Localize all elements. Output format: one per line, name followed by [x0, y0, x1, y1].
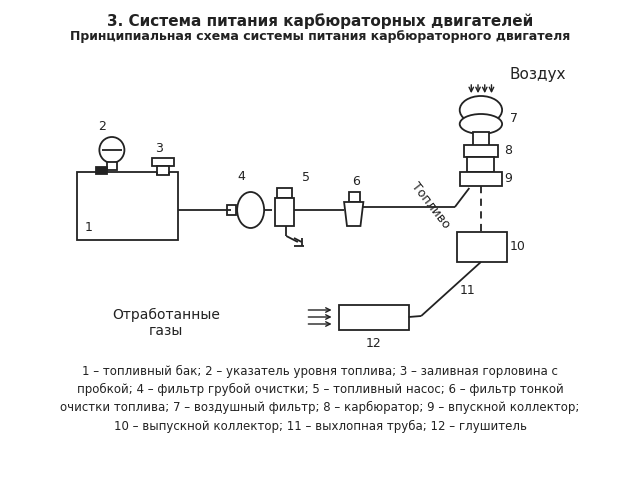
- Bar: [339, 305, 408, 330]
- Bar: [473, 132, 488, 146]
- Bar: [107, 162, 116, 170]
- Bar: [457, 232, 507, 262]
- Ellipse shape: [237, 192, 264, 228]
- Text: Отработанные
газы: Отработанные газы: [112, 308, 220, 338]
- Text: 8: 8: [504, 144, 512, 157]
- Text: Воздух: Воздух: [510, 68, 566, 83]
- Bar: [95, 167, 107, 174]
- Text: 3. Система питания карбюраторных двигателей: 3. Система питания карбюраторных двигате…: [107, 13, 533, 29]
- Text: 2: 2: [99, 120, 106, 133]
- Text: Принципиальная схема системы питания карбюраторного двигателя: Принципиальная схема системы питания кар…: [70, 30, 570, 43]
- Text: 6: 6: [352, 175, 360, 188]
- Text: 7: 7: [510, 111, 518, 124]
- Bar: [460, 172, 502, 186]
- Bar: [276, 188, 292, 198]
- Text: 12: 12: [366, 337, 382, 350]
- Bar: [77, 172, 179, 240]
- Bar: [152, 158, 173, 166]
- Bar: [157, 166, 169, 175]
- Text: 5: 5: [301, 171, 310, 184]
- Bar: [467, 157, 494, 172]
- Ellipse shape: [460, 114, 502, 134]
- Bar: [227, 205, 236, 215]
- Text: 4: 4: [237, 170, 245, 183]
- Polygon shape: [344, 202, 364, 226]
- Bar: [275, 198, 294, 226]
- Text: 10: 10: [510, 240, 525, 253]
- Text: 1 – топливный бак; 2 – указатель уровня топлива; 3 – заливная горловина с
пробко: 1 – топливный бак; 2 – указатель уровня …: [60, 365, 580, 432]
- Circle shape: [99, 137, 124, 163]
- Text: Топливо: Топливо: [409, 180, 452, 230]
- Text: 3: 3: [155, 142, 163, 155]
- Bar: [463, 145, 499, 157]
- Text: 1: 1: [85, 221, 93, 234]
- Text: 9: 9: [504, 172, 512, 185]
- Text: 11: 11: [460, 284, 476, 297]
- Ellipse shape: [460, 96, 502, 124]
- Bar: [349, 192, 360, 202]
